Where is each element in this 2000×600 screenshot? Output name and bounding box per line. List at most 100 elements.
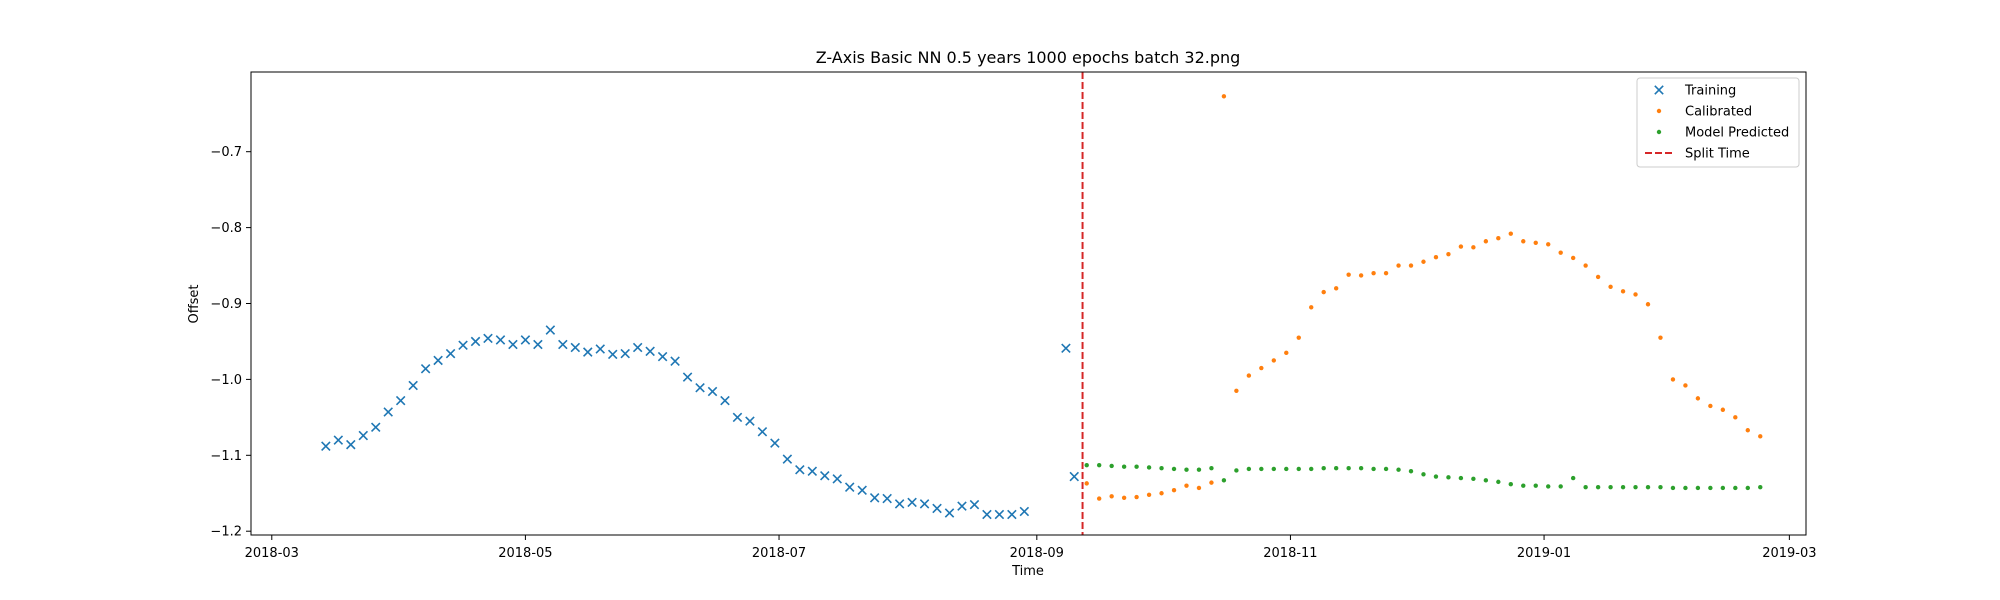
predicted-point-40: [1583, 484, 1588, 490]
calibrated-point-24: [1383, 270, 1389, 276]
y-tick-label-4: −1.1: [210, 449, 242, 464]
y-axis-title: Offset: [187, 284, 202, 323]
training-point-21-stroke-b: [583, 347, 593, 357]
calibrated-point-9: [1196, 485, 1202, 491]
calibrated-point-53: [1745, 428, 1750, 433]
training-point-55: [1007, 509, 1017, 520]
predicted-point-15: [1271, 466, 1277, 472]
calibrated-point-41: [1595, 274, 1601, 280]
predicted-point-26: [1408, 469, 1414, 474]
training-point-52: [969, 499, 980, 510]
predicted-point-10: [1209, 466, 1214, 471]
calibrated-point-1: [1096, 496, 1102, 501]
training-point-45-stroke-b: [882, 493, 892, 504]
y-tick-label-3: −1.0: [210, 373, 242, 388]
chart-title: Z-Axis Basic NN 0.5 years 1000 epochs ba…: [816, 48, 1241, 67]
training-point-56: [1019, 506, 1030, 517]
training-point-1-stroke-b: [333, 435, 344, 445]
x-tick-label-3: 2018-09: [1010, 546, 1064, 561]
predicted-point-51: [1720, 485, 1726, 491]
training-point-50: [944, 508, 955, 518]
training-point-8-stroke-b: [420, 364, 431, 374]
calibrated-point-21: [1346, 272, 1351, 277]
training-point-40-stroke-b: [820, 471, 830, 481]
training-point-41: [832, 474, 843, 484]
x-tick-label-6: 2019-03: [1762, 546, 1816, 561]
calibrated-point-18: [1309, 305, 1314, 310]
training-point-25: [632, 342, 643, 353]
predicted-point-19: [1321, 466, 1326, 471]
training-point-51-stroke-b: [957, 501, 967, 511]
legend-marker-calibrated: [1656, 108, 1662, 114]
calibrated-point-38: [1558, 250, 1563, 255]
predicted-point-12: [1234, 468, 1239, 473]
training-point-30: [695, 382, 705, 393]
training-point-42-stroke-b: [844, 482, 855, 492]
training-point-43: [857, 485, 867, 495]
calibrated-point-2: [1109, 494, 1114, 499]
training-point-14: [495, 335, 506, 345]
training-point-23-stroke-b: [607, 349, 618, 360]
training-point-46: [894, 499, 905, 509]
predicted-point-43: [1620, 484, 1626, 490]
calibrated-point-26: [1408, 263, 1414, 268]
training-point-4-stroke-b: [370, 422, 381, 432]
training-point-20: [570, 342, 581, 353]
calibrated-point-7: [1171, 488, 1177, 493]
training-point-45: [882, 493, 892, 504]
calibrated-point-33: [1496, 236, 1501, 241]
training-point-11-stroke-b: [458, 340, 468, 351]
predicted-point-22: [1358, 466, 1364, 471]
training-point-44-stroke-b: [869, 493, 880, 503]
predicted-point-41: [1595, 484, 1601, 490]
predicted-point-49: [1695, 485, 1701, 491]
calibrated-point-50: [1708, 403, 1713, 409]
predicted-point-47: [1670, 485, 1676, 491]
training-point-20-stroke-b: [570, 342, 581, 353]
predicted-point-5: [1146, 465, 1152, 470]
training-point-39-stroke-b: [807, 466, 818, 477]
training-point-23: [607, 349, 618, 360]
training-point-51: [957, 501, 967, 511]
calibrated-point-20: [1333, 286, 1339, 291]
training-point-22: [595, 344, 606, 354]
x-tick-label-0: 2018-03: [245, 546, 299, 561]
calibrated-point-48: [1683, 383, 1688, 388]
training-point-47-stroke-b: [907, 497, 917, 508]
calibrated-point-35: [1521, 239, 1526, 244]
training-point-3-stroke-b: [358, 430, 369, 441]
calibrated-point-30: [1458, 244, 1464, 249]
calibrated-point-22: [1358, 273, 1364, 278]
calibrated-point-6: [1159, 491, 1164, 496]
training-point-19: [558, 339, 568, 350]
training-point-22-stroke-b: [595, 344, 606, 354]
training-point-27: [657, 351, 668, 362]
training-point-18: [545, 325, 556, 335]
calibrated-point-16: [1284, 350, 1289, 356]
predicted-point-24: [1383, 466, 1389, 472]
legend-label-calibrated: Calibrated: [1685, 105, 1752, 120]
legend-marker-training-stroke-b: [1654, 85, 1664, 95]
series-predicted: [1084, 462, 1763, 491]
predicted-point-30: [1458, 475, 1464, 481]
calibrated-point-54: [1758, 434, 1763, 439]
training-point-15: [508, 339, 518, 350]
training-point-17-stroke-b: [533, 339, 543, 350]
predicted-point-27: [1421, 472, 1426, 477]
training-point-19-stroke-b: [558, 339, 568, 350]
series-layer: [321, 94, 1763, 520]
predicted-point-28: [1433, 474, 1439, 479]
training-point-53: [982, 509, 992, 520]
calibrated-point-39: [1570, 255, 1576, 261]
predicted-point-42: [1608, 484, 1613, 490]
y-tick-label-2: −0.9: [210, 297, 242, 312]
training-point-36-stroke-b: [770, 438, 780, 448]
plot-frame: [250, 71, 1807, 536]
calibrated-point-27: [1421, 259, 1426, 264]
predicted-point-17: [1296, 466, 1301, 472]
predicted-point-7: [1171, 466, 1177, 472]
predicted-point-6: [1159, 466, 1164, 471]
calibrated-point-0: [1084, 481, 1089, 486]
training-point-58-stroke-b: [1069, 471, 1080, 482]
calibrated-point-19: [1321, 289, 1326, 295]
